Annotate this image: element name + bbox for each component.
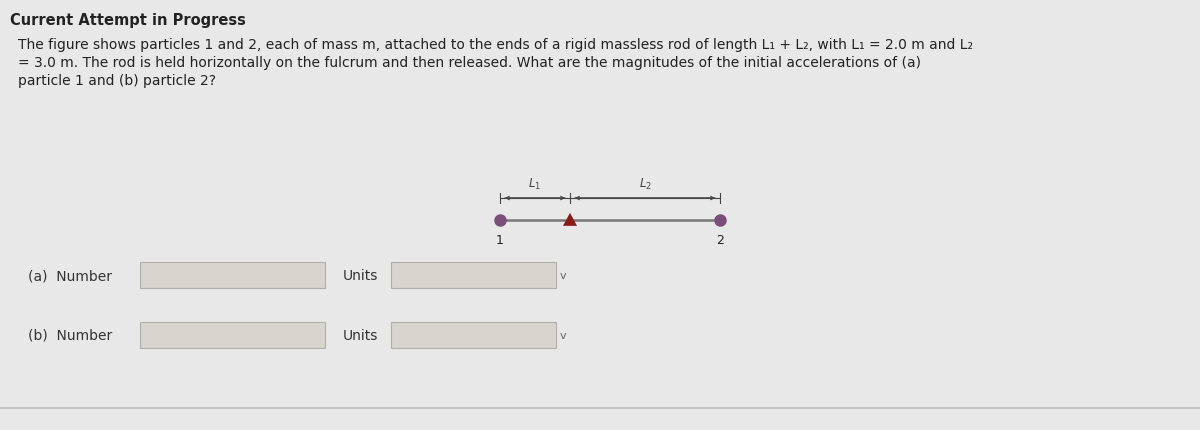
Polygon shape bbox=[563, 213, 577, 226]
FancyBboxPatch shape bbox=[140, 262, 325, 289]
Text: $\it{L}_2$: $\it{L}_2$ bbox=[638, 176, 652, 191]
Text: 1: 1 bbox=[496, 233, 504, 246]
Text: (b)  Number: (b) Number bbox=[28, 328, 113, 342]
Text: particle 1 and (b) particle 2?: particle 1 and (b) particle 2? bbox=[18, 74, 216, 88]
FancyBboxPatch shape bbox=[391, 262, 556, 289]
Text: Units: Units bbox=[343, 328, 378, 342]
Text: v: v bbox=[560, 270, 566, 280]
FancyBboxPatch shape bbox=[140, 322, 325, 348]
Text: v: v bbox=[560, 330, 566, 340]
Text: Units: Units bbox=[343, 268, 378, 283]
Text: (a)  Number: (a) Number bbox=[28, 268, 112, 283]
FancyBboxPatch shape bbox=[391, 322, 556, 348]
Text: 2: 2 bbox=[716, 233, 724, 246]
Text: The figure shows particles 1 and 2, each of mass m, attached to the ends of a ri: The figure shows particles 1 and 2, each… bbox=[18, 38, 973, 52]
Text: Current Attempt in Progress: Current Attempt in Progress bbox=[10, 13, 246, 28]
Text: = 3.0 m. The rod is held horizontally on the fulcrum and then released. What are: = 3.0 m. The rod is held horizontally on… bbox=[18, 56, 922, 70]
Text: $\it{L}_1$: $\it{L}_1$ bbox=[528, 176, 541, 191]
